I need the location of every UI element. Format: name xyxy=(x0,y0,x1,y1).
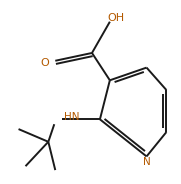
Text: N: N xyxy=(143,157,150,167)
Text: O: O xyxy=(40,58,49,68)
Text: HN: HN xyxy=(64,112,80,122)
Text: OH: OH xyxy=(107,13,124,23)
